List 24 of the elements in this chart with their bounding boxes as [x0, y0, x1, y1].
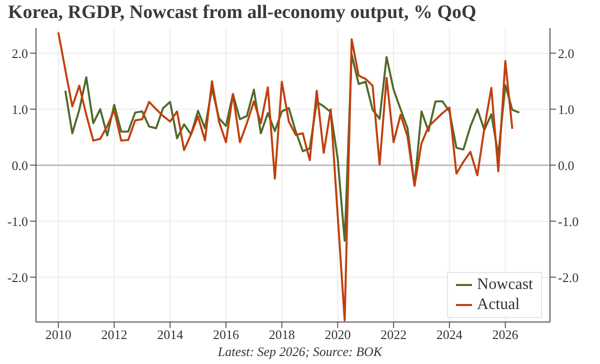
y-tick-label: 2.0 — [12, 46, 28, 61]
y-tick-label: -1.0 — [7, 214, 28, 229]
x-tick-label: 2026 — [492, 327, 519, 342]
text: Latest: Sep 2026; Source: BOK — [216, 344, 384, 360]
y2-tick-label: 0.0 — [558, 158, 574, 173]
x-tick-label: 2020 — [324, 327, 351, 342]
x-tick-label: 2022 — [380, 327, 407, 342]
chart-title: Korea, RGDP, Nowcast from all-economy output, % QoQ — [8, 2, 476, 24]
x-tick-label: 2018 — [268, 327, 295, 342]
legend-label: Nowcast — [477, 275, 533, 295]
y2-tick-label: 1.0 — [558, 102, 574, 117]
x-tick-label: 2014 — [157, 327, 184, 342]
x-tick-label: 2012 — [101, 327, 128, 342]
y2-tick-label: 2.0 — [558, 46, 574, 61]
x-tick-label: 2024 — [436, 327, 463, 342]
y2-tick-label: -1.0 — [558, 214, 579, 229]
y2-tick-label: -2.0 — [558, 270, 579, 285]
legend-label: Actual — [477, 295, 520, 315]
y-tick-label: 0.0 — [12, 158, 28, 173]
x-tick-label: 2010 — [45, 327, 72, 342]
x-tick-label: 2016 — [212, 327, 240, 342]
y-tick-label: -2.0 — [7, 270, 28, 285]
line-series — [64, 53, 520, 242]
y-tick-label: 1.0 — [12, 102, 28, 117]
